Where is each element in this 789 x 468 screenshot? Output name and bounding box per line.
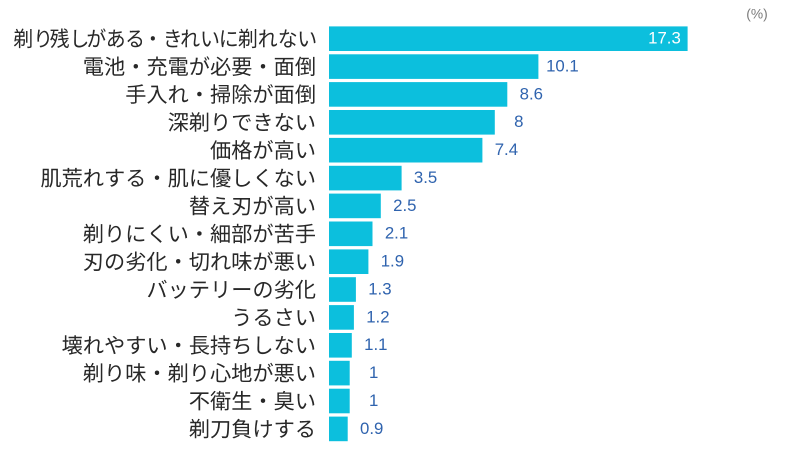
svg-text:8.6: 8.6 [520,84,543,103]
svg-text:2.1: 2.1 [385,224,408,243]
svg-text:1.2: 1.2 [366,307,389,326]
svg-text:7.4: 7.4 [495,140,518,159]
svg-text:1: 1 [369,363,378,382]
svg-text:2.5: 2.5 [393,196,416,215]
svg-text:1.3: 1.3 [368,279,391,298]
svg-text:0.9: 0.9 [360,419,383,438]
svg-text:17.3: 17.3 [648,29,681,48]
svg-text:8: 8 [514,112,523,131]
svg-text:10.1: 10.1 [546,57,579,76]
svg-text:1.9: 1.9 [381,252,404,271]
svg-text:1: 1 [369,391,378,410]
svg-text:1.1: 1.1 [364,335,387,354]
svg-text:(%): (%) [746,6,767,21]
svg-text:3.5: 3.5 [414,168,437,187]
